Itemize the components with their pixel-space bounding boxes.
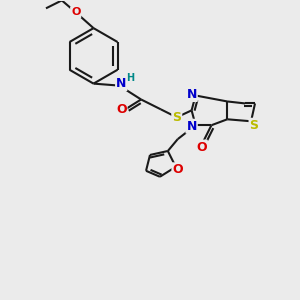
- Text: N: N: [116, 77, 127, 90]
- Text: O: O: [71, 7, 80, 17]
- Text: O: O: [116, 103, 127, 116]
- Text: N: N: [186, 88, 197, 101]
- Text: H: H: [126, 73, 134, 83]
- Text: N: N: [186, 120, 197, 133]
- Text: S: S: [250, 119, 259, 132]
- Text: O: O: [172, 163, 183, 176]
- Text: O: O: [196, 140, 207, 154]
- Text: S: S: [172, 111, 181, 124]
